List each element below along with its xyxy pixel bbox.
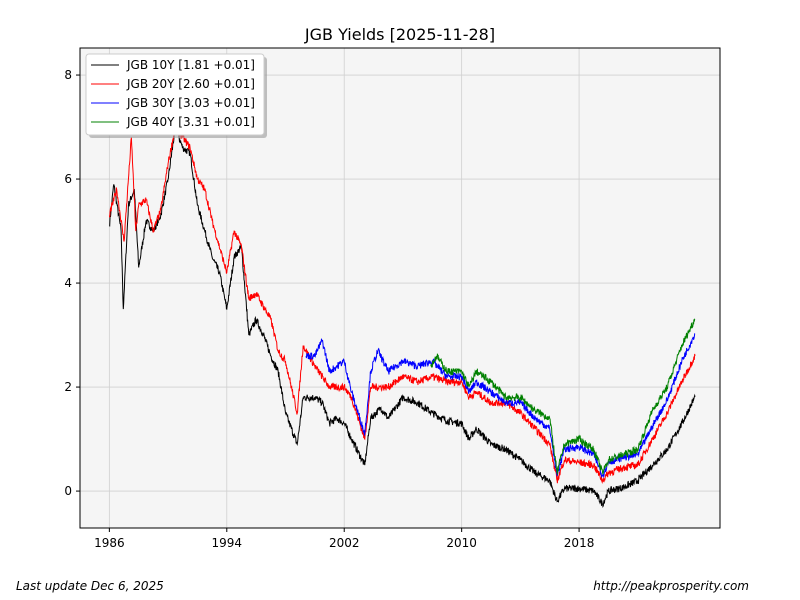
y-tick-label: 4: [64, 276, 72, 290]
y-tick-label: 0: [64, 484, 72, 498]
series-line-2: [108, 124, 696, 484]
axis-ticks: 1986 1994 2002 2010 2018 0 2 4 6 8: [64, 68, 594, 550]
y-tick-label: 2: [64, 380, 72, 394]
series-line-1: [109, 123, 696, 509]
x-tick-label: 2018: [564, 536, 595, 550]
chart-title: JGB Yields [2025-11-28]: [304, 25, 495, 44]
grid: [80, 48, 720, 528]
series-line-4: [430, 318, 696, 476]
legend: JGB 10Y [1.81 +0.01] JGB 20Y [2.60 +0.01]…: [85, 53, 267, 138]
legend-label: JGB 20Y [2.60 +0.01]: [126, 77, 255, 91]
legend-label: JGB 30Y [3.03 +0.01]: [126, 96, 255, 110]
legend-box: [85, 53, 265, 136]
y-tick-label: 8: [64, 68, 72, 82]
legend-label: JGB 10Y [1.81 +0.01]: [126, 58, 255, 72]
x-tick-label: 2002: [329, 536, 360, 550]
series-line-3: [305, 333, 696, 479]
series-lines: [108, 123, 696, 509]
x-tick-label: 2010: [446, 536, 477, 550]
x-tick-label: 1994: [212, 536, 243, 550]
last-update-text: Last update Dec 6, 2025: [16, 579, 164, 593]
legend-label: JGB 40Y [3.31 +0.01]: [126, 115, 255, 129]
plot-frame: [79, 47, 721, 529]
x-tick-label: 1986: [94, 536, 125, 550]
source-link[interactable]: http://peakprosperity.com: [593, 579, 749, 593]
y-tick-label: 6: [64, 172, 72, 186]
